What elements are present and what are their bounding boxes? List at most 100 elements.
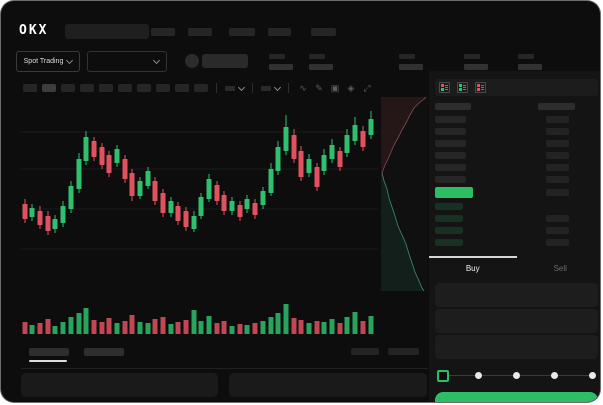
bottom-tab[interactable] (84, 348, 124, 356)
nav-item-placeholder[interactable] (188, 28, 212, 36)
icon-squares (459, 84, 462, 91)
order-form-field[interactable] (435, 309, 598, 333)
candle-body (76, 159, 82, 189)
header-action-button[interactable] (202, 54, 248, 68)
volume-bar (368, 316, 374, 334)
depth-chart (381, 97, 428, 291)
icon-lines (445, 84, 448, 91)
market-stat (309, 54, 333, 70)
pencil-icon[interactable]: ✎ (315, 82, 323, 93)
timeframe-button[interactable] (175, 84, 189, 92)
candle-body (137, 181, 143, 196)
volume-bar (229, 326, 235, 334)
candle-body (106, 155, 112, 173)
price-column-header (435, 103, 471, 110)
candle-body (214, 185, 220, 201)
orderbook-view-asks-icon[interactable] (475, 82, 486, 93)
nav-item-placeholder[interactable] (268, 28, 291, 36)
timeframe-button[interactable] (156, 84, 170, 92)
market-selector[interactable]: Spot Trading (16, 51, 80, 72)
candle-body (114, 149, 120, 163)
last-price-badge (435, 187, 473, 198)
bid-row[interactable] (435, 236, 598, 248)
line (481, 86, 484, 88)
bottom-tab-secondary[interactable] (388, 348, 419, 355)
bottom-tab-secondary[interactable] (351, 348, 379, 355)
ask-row[interactable] (435, 149, 598, 161)
ask-row[interactable] (435, 125, 598, 137)
line (481, 84, 484, 86)
line (463, 89, 466, 91)
buy-submit-button[interactable] (435, 392, 598, 402)
nav-item-placeholder[interactable] (229, 28, 255, 36)
orderbook-view-both-icon[interactable] (439, 82, 450, 93)
bid-price-placeholder (435, 202, 463, 210)
orderbook-view-bids-icon[interactable] (457, 82, 468, 93)
depth-bid-line (381, 172, 425, 291)
timeframe-button[interactable] (99, 84, 113, 92)
volume-bar (175, 322, 181, 334)
bid-price-placeholder (435, 238, 463, 246)
slider-stop[interactable] (551, 372, 558, 379)
chart-type-dropdown[interactable] (261, 83, 282, 91)
nav-item-placeholder[interactable] (311, 28, 336, 36)
active-tab-underline (29, 360, 67, 362)
slider-stop[interactable] (475, 372, 482, 379)
candle-body (229, 201, 235, 211)
depth-bid-area (381, 173, 424, 291)
wave-icon[interactable]: ∿ (299, 82, 307, 93)
slider-stop[interactable] (589, 372, 596, 379)
ask-row[interactable] (435, 137, 598, 149)
candle-body (283, 127, 289, 151)
stat-value-placeholder (464, 64, 488, 70)
diamond-icon[interactable]: ◈ (347, 82, 355, 93)
candle-body (68, 186, 74, 209)
timeframe-button[interactable] (61, 84, 75, 92)
order-form-field[interactable] (435, 283, 598, 307)
square (441, 84, 444, 87)
candle-body (37, 211, 43, 225)
order-form-field[interactable] (435, 335, 598, 359)
candle-body (45, 216, 51, 231)
nav-item-placeholder[interactable] (151, 28, 175, 36)
last-price-row[interactable] (435, 185, 598, 200)
slider-handle[interactable] (437, 370, 449, 382)
toolbar-divider (252, 83, 253, 93)
candle-body (352, 125, 358, 141)
search-input[interactable] (65, 24, 149, 39)
candle-body (221, 195, 227, 211)
ask-amount-placeholder (546, 127, 569, 135)
candle-body (29, 208, 35, 217)
camera-icon[interactable]: ▣ (330, 82, 340, 93)
timeframe-button[interactable] (194, 84, 208, 92)
timeframe-button[interactable] (23, 84, 37, 92)
timeframe-button[interactable] (118, 84, 132, 92)
divider (21, 368, 428, 369)
tab-buy[interactable]: Buy (429, 256, 517, 278)
price-chart[interactable] (19, 97, 381, 339)
volume-bar (76, 313, 82, 334)
ask-row[interactable] (435, 161, 598, 173)
timeframe-button[interactable] (42, 84, 56, 92)
okx-logo[interactable]: OKX (19, 23, 49, 38)
pair-selector[interactable] (87, 51, 167, 72)
timeframe-button[interactable] (80, 84, 94, 92)
bid-row[interactable] (435, 200, 598, 212)
slider-stop[interactable] (513, 372, 520, 379)
bid-row[interactable] (435, 212, 598, 224)
ask-row[interactable] (435, 173, 598, 185)
ask-row[interactable] (435, 113, 598, 125)
chevron-down-icon (66, 56, 74, 65)
indicator-dropdown[interactable] (225, 83, 246, 91)
bottom-panel-placeholder (21, 373, 218, 397)
bid-row[interactable] (435, 224, 598, 236)
candle-body (321, 155, 327, 171)
ask-price-placeholder (435, 127, 466, 135)
volume-bar (83, 308, 89, 334)
fullscreen-icon[interactable]: ⤢ (363, 82, 371, 93)
amount-slider[interactable] (437, 370, 596, 382)
chevron-down-icon (273, 83, 282, 91)
bottom-tab[interactable] (29, 348, 69, 356)
tab-sell[interactable]: Sell (553, 263, 567, 273)
timeframe-button[interactable] (137, 84, 151, 92)
